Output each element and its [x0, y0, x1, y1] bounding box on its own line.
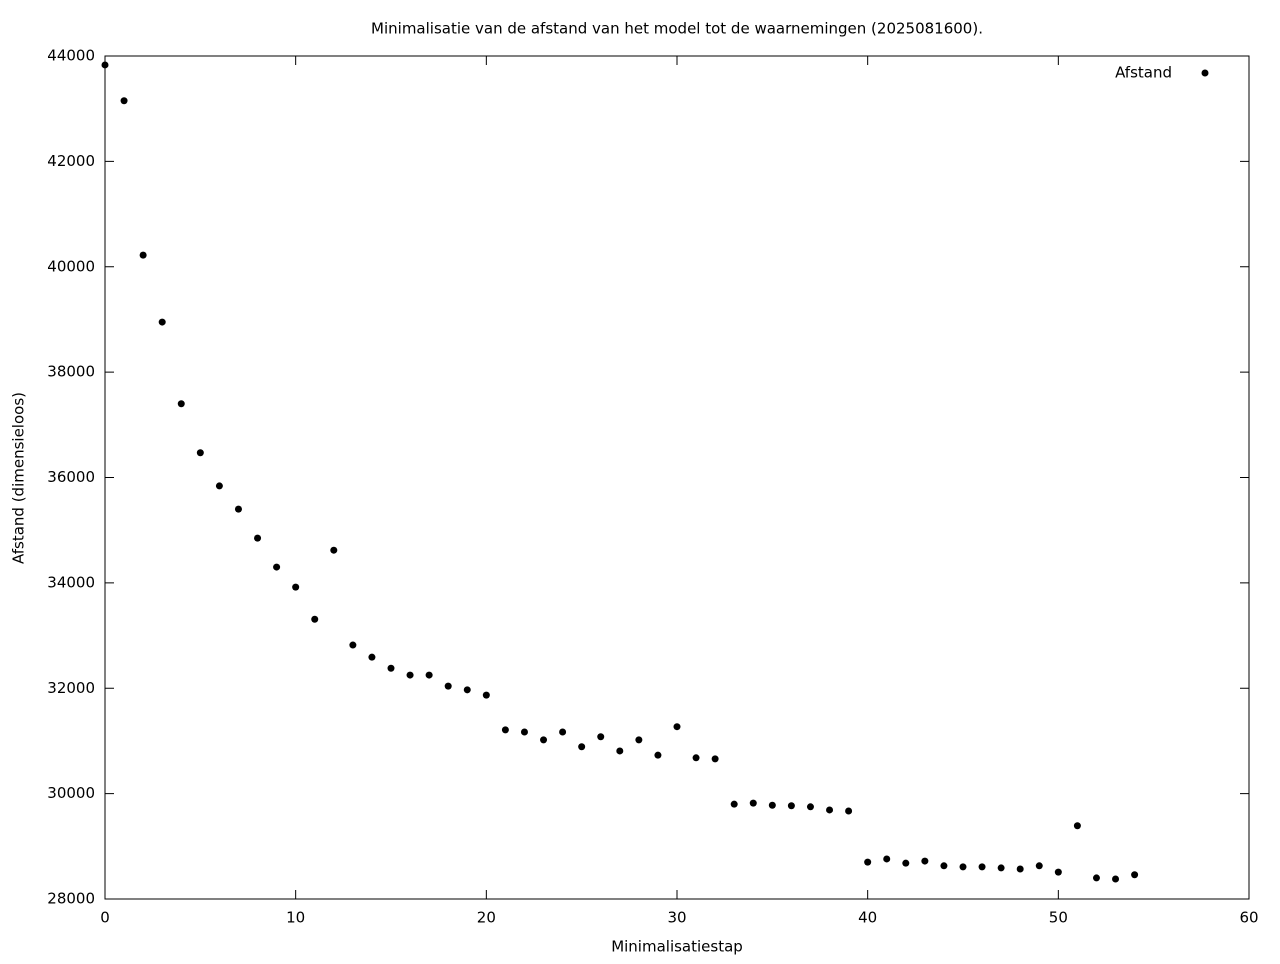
- data-point: [501, 726, 509, 734]
- data-point: [292, 583, 300, 591]
- x-tick-label: 30: [667, 909, 686, 927]
- data-point: [349, 641, 357, 649]
- y-tick-label: 32000: [47, 679, 95, 697]
- data-point: [597, 733, 605, 741]
- x-tick-label: 60: [1239, 909, 1258, 927]
- data-point: [254, 534, 262, 542]
- data-point: [559, 728, 567, 736]
- data-point: [616, 747, 624, 755]
- data-point: [730, 800, 738, 808]
- data-point: [158, 318, 166, 326]
- data-point: [196, 449, 204, 457]
- plot-frame: [104, 55, 1250, 900]
- y-tick-label: 36000: [47, 468, 95, 486]
- data-point: [997, 864, 1005, 872]
- data-point: [120, 97, 128, 105]
- data-point: [330, 546, 338, 554]
- y-tick-label: 44000: [47, 47, 95, 65]
- data-point: [940, 862, 948, 870]
- y-tick-label: 28000: [47, 890, 95, 908]
- data-point: [845, 807, 853, 815]
- data-point: [177, 400, 185, 408]
- data-point: [425, 671, 433, 679]
- data-point: [654, 751, 662, 759]
- data-point: [101, 61, 109, 69]
- x-tick-label: 40: [858, 909, 877, 927]
- x-tick-label: 10: [286, 909, 305, 927]
- y-tick-label: 30000: [47, 784, 95, 802]
- x-axis-label: Minimalisatiestap: [611, 938, 743, 956]
- y-tick-label: 34000: [47, 573, 95, 591]
- legend-marker: [1201, 69, 1209, 77]
- data-point: [139, 251, 147, 259]
- data-point: [959, 863, 967, 871]
- y-tick-label: 40000: [47, 257, 95, 275]
- legend-label: Afstand: [1115, 64, 1172, 82]
- data-point: [215, 482, 223, 490]
- x-tick-label: 50: [1049, 909, 1068, 927]
- data-point: [1073, 822, 1081, 830]
- data-point: [711, 755, 719, 763]
- data-point: [463, 686, 471, 694]
- data-point: [692, 754, 700, 762]
- data-point: [768, 801, 776, 809]
- data-point: [749, 799, 757, 807]
- x-tick-label: 20: [477, 909, 496, 927]
- data-point: [444, 682, 452, 690]
- data-point: [1035, 862, 1043, 870]
- data-point: [387, 664, 395, 672]
- data-point: [234, 505, 242, 513]
- data-point: [1016, 865, 1024, 873]
- data-point: [864, 858, 872, 866]
- chart-title: Minimalisatie van de afstand van het mod…: [371, 20, 983, 38]
- data-point: [273, 563, 281, 571]
- data-point: [482, 691, 490, 699]
- data-point: [826, 806, 834, 814]
- y-tick-label: 38000: [47, 363, 95, 381]
- data-point: [1092, 874, 1100, 882]
- x-tick-label: 0: [100, 909, 110, 927]
- data-point: [806, 803, 814, 811]
- data-point: [787, 802, 795, 810]
- data-point: [520, 728, 528, 736]
- data-point: [1131, 871, 1139, 879]
- data-point: [406, 671, 414, 679]
- data-point: [368, 653, 376, 661]
- data-point: [578, 743, 586, 751]
- data-point: [883, 855, 891, 863]
- data-point: [921, 857, 929, 865]
- data-point: [635, 736, 643, 744]
- data-point: [902, 859, 910, 867]
- data-point: [1054, 868, 1062, 876]
- data-point: [673, 723, 681, 731]
- y-axis-label: Afstand (dimensieloos): [10, 392, 28, 564]
- data-point: [1112, 875, 1120, 883]
- y-tick-label: 42000: [47, 152, 95, 170]
- data-point: [540, 736, 548, 744]
- data-point: [978, 863, 986, 871]
- data-point: [311, 615, 319, 623]
